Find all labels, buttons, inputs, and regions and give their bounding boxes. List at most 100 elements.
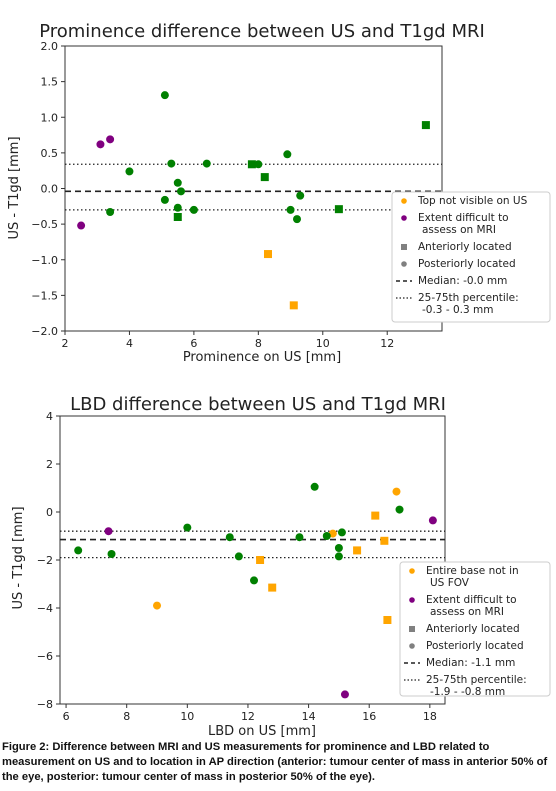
data-point-square — [421, 121, 430, 130]
legend-label: -1.9 - -0.8 mm — [430, 686, 505, 698]
x-tick-label: 6 — [190, 337, 197, 350]
legend-label: Anteriorly located — [426, 623, 520, 635]
y-tick-label: 1.0 — [41, 111, 59, 124]
legend-label: Posteriorly located — [426, 640, 524, 652]
legend-label: Posteriorly located — [418, 258, 516, 270]
legend-marker — [409, 626, 415, 632]
chart-title: Prominence difference between US and T1g… — [39, 21, 485, 42]
y-axis-label: US - T1gd [mm] — [11, 506, 26, 609]
x-tick-label: 2 — [62, 337, 69, 350]
legend-label: 25-75th percentile: — [418, 292, 519, 304]
data-point-circle — [189, 205, 198, 214]
figure-caption: Figure 2: Difference between MRI and US … — [2, 741, 548, 783]
data-point-circle — [96, 140, 105, 149]
data-point-square — [256, 556, 265, 564]
y-tick-label: 0.0 — [41, 183, 59, 196]
legend-marker — [401, 215, 407, 221]
data-point-circle — [225, 533, 234, 542]
x-tick-label: 12 — [241, 710, 255, 723]
chart-title: LBD difference between US and T1gd MRI — [70, 394, 446, 415]
x-tick-label: 10 — [180, 710, 194, 723]
legend-label: Median: -1.1 mm — [426, 657, 515, 669]
axes-frame — [64, 45, 443, 332]
data-point-circle — [310, 482, 319, 491]
legend-marker — [401, 198, 407, 204]
x-tick-label: 10 — [316, 337, 330, 350]
x-tick-label: 14 — [302, 710, 316, 723]
y-tick-label: 1.5 — [41, 76, 59, 89]
data-point-circle — [334, 552, 343, 561]
data-point-square — [353, 546, 362, 555]
legend-marker — [401, 261, 407, 267]
data-point-circle — [173, 178, 182, 187]
legend-label: assess on MRI — [422, 224, 496, 236]
y-tick-label: 0 — [46, 506, 53, 519]
lbd-chart: LBD difference between US and T1gd MRI U… — [11, 394, 551, 739]
legend-label: assess on MRI — [430, 606, 504, 618]
x-tick-label: 16 — [362, 710, 376, 723]
data-point-circle — [107, 550, 116, 558]
data-point-square — [173, 213, 182, 221]
legend-label: Entire base not in — [426, 565, 519, 577]
data-point-circle — [293, 215, 301, 224]
legend-marker — [409, 568, 415, 574]
y-tick-label: −0.5 — [31, 218, 58, 231]
legend-box — [391, 191, 551, 323]
data-point-circle — [334, 544, 343, 552]
data-point-circle — [337, 528, 346, 537]
data-point-circle — [177, 187, 185, 196]
data-point-circle — [167, 159, 176, 168]
x-axis-label: LBD on US [mm] — [208, 724, 316, 739]
y-tick-label: −2 — [37, 554, 53, 567]
data-point-circle — [125, 167, 134, 176]
x-tick-label: 4 — [126, 337, 133, 350]
y-tick-label: 2 — [46, 458, 53, 471]
prominence-chart: Prominence difference between US and T1g… — [7, 21, 551, 365]
data-point-square — [264, 250, 272, 259]
data-point-square — [247, 160, 256, 169]
legend-label: Median: -0.0 mm — [418, 275, 507, 287]
data-point-circle — [250, 576, 259, 585]
data-point-circle — [106, 135, 115, 144]
data-point-circle — [202, 159, 211, 168]
data-point-circle — [234, 552, 243, 561]
data-point-square — [260, 173, 269, 182]
y-tick-label: 0.5 — [41, 147, 59, 160]
legend-box — [399, 561, 551, 697]
legend-marker — [401, 244, 407, 250]
x-tick-label: 8 — [123, 710, 130, 723]
data-point-circle — [296, 191, 305, 200]
data-point-square — [334, 205, 343, 214]
data-point-circle — [74, 546, 83, 555]
data-point-square — [383, 616, 392, 624]
y-tick-label: 2.0 — [41, 40, 59, 53]
legend-label: 25-75th percentile: — [426, 674, 527, 686]
data-point-circle — [428, 516, 437, 525]
data-point-circle — [183, 523, 192, 532]
data-point-circle — [106, 208, 115, 217]
data-point-circle — [340, 690, 349, 699]
data-point-circle — [395, 505, 404, 514]
legend-label: Anteriorly located — [418, 241, 512, 253]
legend-label: -0.3 - 0.3 mm — [422, 304, 493, 316]
data-point-circle — [77, 221, 86, 230]
y-tick-label: 4 — [46, 410, 53, 423]
data-point-circle — [160, 91, 169, 100]
legend-label: Top not visible on US — [417, 195, 528, 207]
legend-label: Extent difficult to — [426, 594, 517, 606]
data-point-circle — [286, 205, 295, 214]
x-tick-label: 8 — [255, 337, 262, 350]
y-tick-label: −6 — [37, 650, 53, 663]
x-tick-label: 18 — [423, 710, 437, 723]
data-point-circle — [160, 195, 169, 204]
y-axis-label: US - T1gd [mm] — [7, 136, 22, 239]
data-point-circle — [173, 203, 182, 212]
legend-marker — [409, 597, 415, 603]
y-tick-label: −1.5 — [31, 289, 58, 302]
data-point-square — [289, 301, 298, 310]
data-point-circle — [392, 487, 401, 496]
data-point-circle — [322, 532, 331, 540]
legend-marker — [409, 643, 415, 649]
x-tick-label: 12 — [380, 337, 394, 350]
data-point-circle — [283, 150, 292, 159]
